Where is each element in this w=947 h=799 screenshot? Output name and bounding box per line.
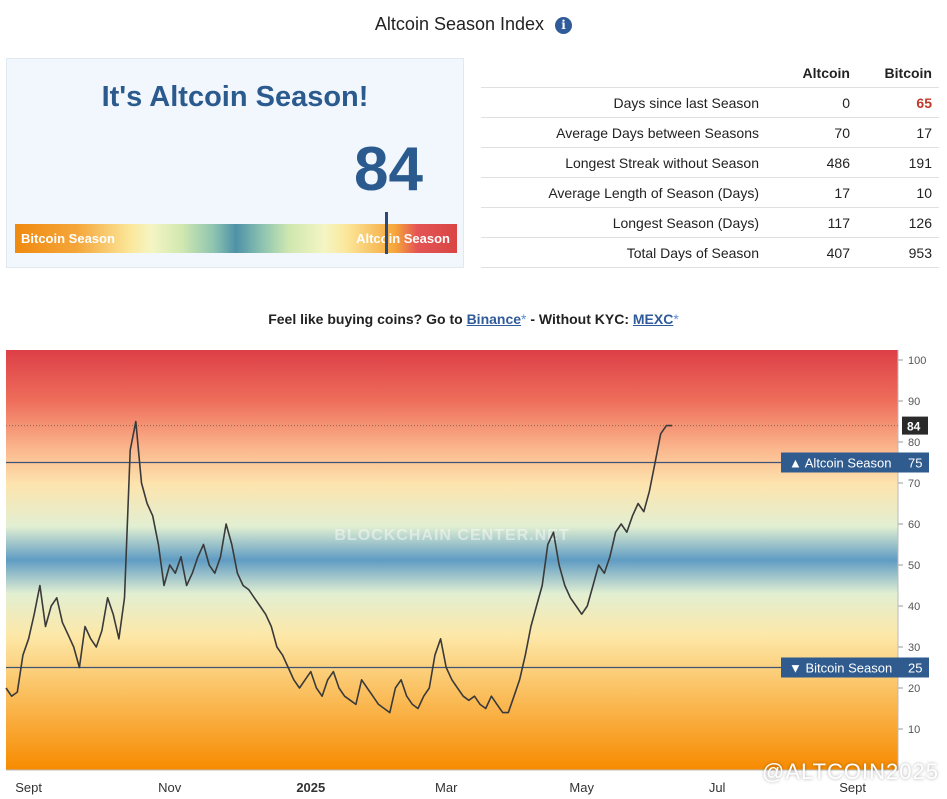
reference-label-box — [781, 452, 929, 473]
bitcoin-cell: 65 — [857, 87, 939, 118]
table-header-altcoin: Altcoin — [775, 58, 857, 88]
bitcoin-cell: 126 — [857, 207, 939, 238]
binance-star: * — [521, 311, 527, 327]
table-row: Total Days of Season 407 953 — [481, 237, 939, 268]
season-gauge: Bitcoin Season Altcoin Season — [15, 212, 457, 254]
gauge-marker — [385, 212, 389, 254]
altcoin-cell: 17 — [775, 177, 857, 208]
table-row: Average Days between Seasons 70 17 — [481, 117, 939, 148]
y-tick-label: 30 — [908, 642, 920, 654]
row-label: Days since last Season — [481, 87, 775, 118]
reference-value: 25 — [908, 661, 922, 676]
season-stats-table: Altcoin Bitcoin Days since last Season 0… — [481, 58, 939, 268]
reference-lines: ▲ Altcoin Season 75 ▼ Bitcoin Season 25 — [6, 452, 929, 678]
mexc-star: * — [673, 311, 679, 327]
binance-link[interactable]: Binance — [466, 311, 522, 327]
x-axis: Sept Nov 2025 Mar May Jul Sept — [6, 769, 898, 795]
altcoin-cell: 70 — [775, 117, 857, 148]
altcoin-cell: 0 — [775, 87, 857, 118]
reference-label-box — [781, 657, 929, 678]
bitcoin-cell: 10 — [857, 177, 939, 208]
y-tick-label: 50 — [908, 560, 920, 572]
y-tick-label: 10 — [908, 724, 920, 736]
y-tick-label: 20 — [908, 683, 920, 695]
current-value-box — [902, 416, 928, 435]
altcoin-season-chart: BLOCKCHAIN CENTER.NET 10 20 30 40 50 60 70 80 90… — [5, 350, 943, 795]
season-headline: It's Altcoin Season! — [101, 81, 369, 113]
x-tick-label: Mar — [435, 780, 458, 795]
bitcoin-cell: 17 — [857, 117, 939, 148]
current-value-line: 84 — [6, 416, 928, 435]
table-row: Longest Season (Days) 117 126 — [481, 207, 939, 238]
table-header-bitcoin: Bitcoin — [857, 58, 939, 88]
altcoin-cell: 407 — [775, 237, 857, 268]
season-index-value: 84 — [354, 135, 423, 204]
page-title-text: Altcoin Season Index — [374, 14, 545, 34]
page-title: Altcoin Season Index i — [0, 14, 947, 35]
bitcoin-cell: 953 — [857, 237, 939, 268]
x-tick-label: Nov — [158, 780, 182, 795]
info-icon[interactable]: i — [555, 17, 573, 34]
row-label: Average Days between Seasons — [481, 117, 775, 148]
row-label: Total Days of Season — [481, 237, 775, 268]
table-row: Longest Streak without Season 486 191 — [481, 147, 939, 178]
y-tick-label: 70 — [908, 478, 920, 490]
current-value-label: 84 — [907, 420, 921, 434]
altcoin-cell: 486 — [775, 147, 857, 178]
y-tick-label: 100 — [908, 355, 926, 367]
table-row: Days since last Season 0 65 — [481, 87, 939, 118]
y-tick-label: 40 — [908, 601, 920, 613]
reference-label: ▲ Altcoin Season — [789, 456, 891, 471]
promo-mid-text: - Without KYC: — [530, 311, 629, 327]
footer-watermark: @ALTCOIN2025 — [762, 759, 939, 784]
chart-watermark: BLOCKCHAIN CENTER.NET — [334, 527, 569, 544]
chart-background-bands — [6, 350, 898, 770]
row-label: Average Length of Season (Days) — [481, 177, 775, 208]
y-axis-panel — [898, 350, 943, 770]
series-line — [5, 420, 672, 714]
row-label: Longest Season (Days) — [481, 207, 775, 238]
table-row: Average Length of Season (Days) 17 10 — [481, 177, 939, 208]
reference-value: 75 — [908, 456, 922, 471]
x-tick-label: May — [569, 780, 594, 795]
season-status-panel: It's Altcoin Season! 84 Bitcoin Season A… — [6, 58, 464, 268]
table-header-row: Altcoin Bitcoin — [481, 58, 939, 88]
altcoin-cell: 117 — [775, 207, 857, 238]
bitcoin-cell: 191 — [857, 147, 939, 178]
x-tick-label: Jul — [709, 780, 726, 795]
gauge-bitcoin-label: Bitcoin Season — [21, 231, 115, 246]
y-tick-label: 80 — [908, 437, 920, 449]
y-tick-label: 60 — [908, 519, 920, 531]
gauge-altcoin-label: Altcoin Season — [356, 231, 450, 246]
y-tick-label: 90 — [908, 396, 920, 408]
x-tick-label: 2025 — [296, 780, 325, 795]
x-tick-label: Sept — [839, 780, 866, 795]
promo-line: Feel like buying coins? Go to Binance* -… — [0, 311, 947, 327]
row-label: Longest Streak without Season — [481, 147, 775, 178]
promo-text: Feel like buying coins? Go to — [268, 311, 463, 327]
y-axis: 10 20 30 40 50 60 70 80 90 100 — [897, 350, 926, 770]
table-header-blank — [481, 58, 775, 88]
x-tick-label: Sept — [15, 780, 42, 795]
mexc-link[interactable]: MEXC — [632, 311, 674, 327]
reference-label: ▼ Bitcoin Season — [789, 661, 892, 676]
